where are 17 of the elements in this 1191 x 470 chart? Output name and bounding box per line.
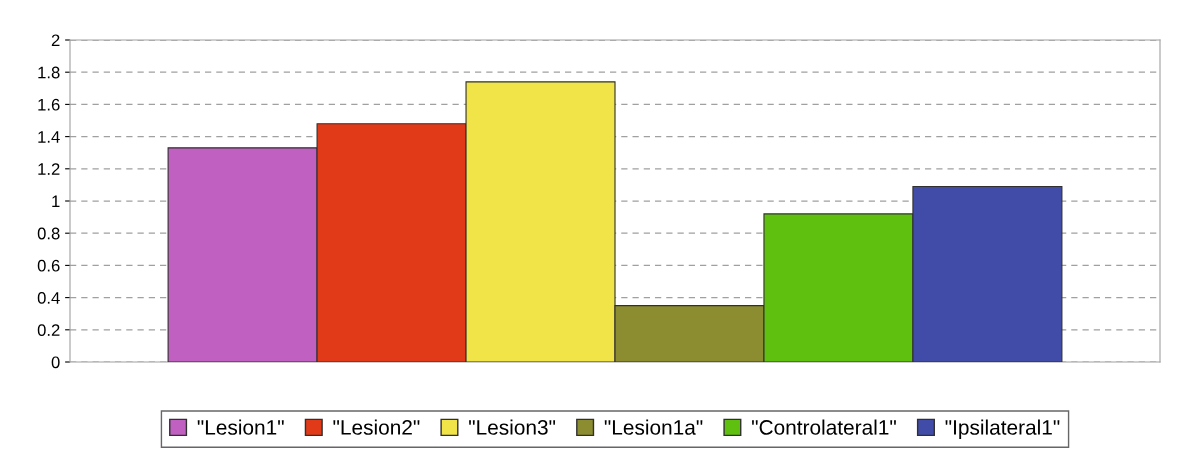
y-tick-label: 1.4 [38,131,60,143]
y-tick-label: 0 [51,356,60,369]
y-tick-label: 0.6 [37,259,60,272]
y-tick-label: 1.6 [38,98,60,111]
y-tick-label: 2 [51,34,60,47]
y-tick-label: 1.2 [38,163,60,175]
legend-label: "Lesion1a" [604,419,703,435]
y-tick-label: 0.2 [37,324,60,336]
y-tick-label: 1.8 [38,66,60,79]
legend-label: "Lesion2" [333,419,420,435]
y-tick-label: 0.4 [37,292,60,304]
legend-label: "Ipsilateral1" [945,419,1060,439]
y-tick-label: 1 [52,195,60,208]
legend-label: "Controlateral1" [752,419,896,435]
y-tick-label: 0.8 [37,227,60,240]
legend-label: "Lesion1" [197,419,284,435]
legend-label: "Lesion3" [469,419,556,435]
